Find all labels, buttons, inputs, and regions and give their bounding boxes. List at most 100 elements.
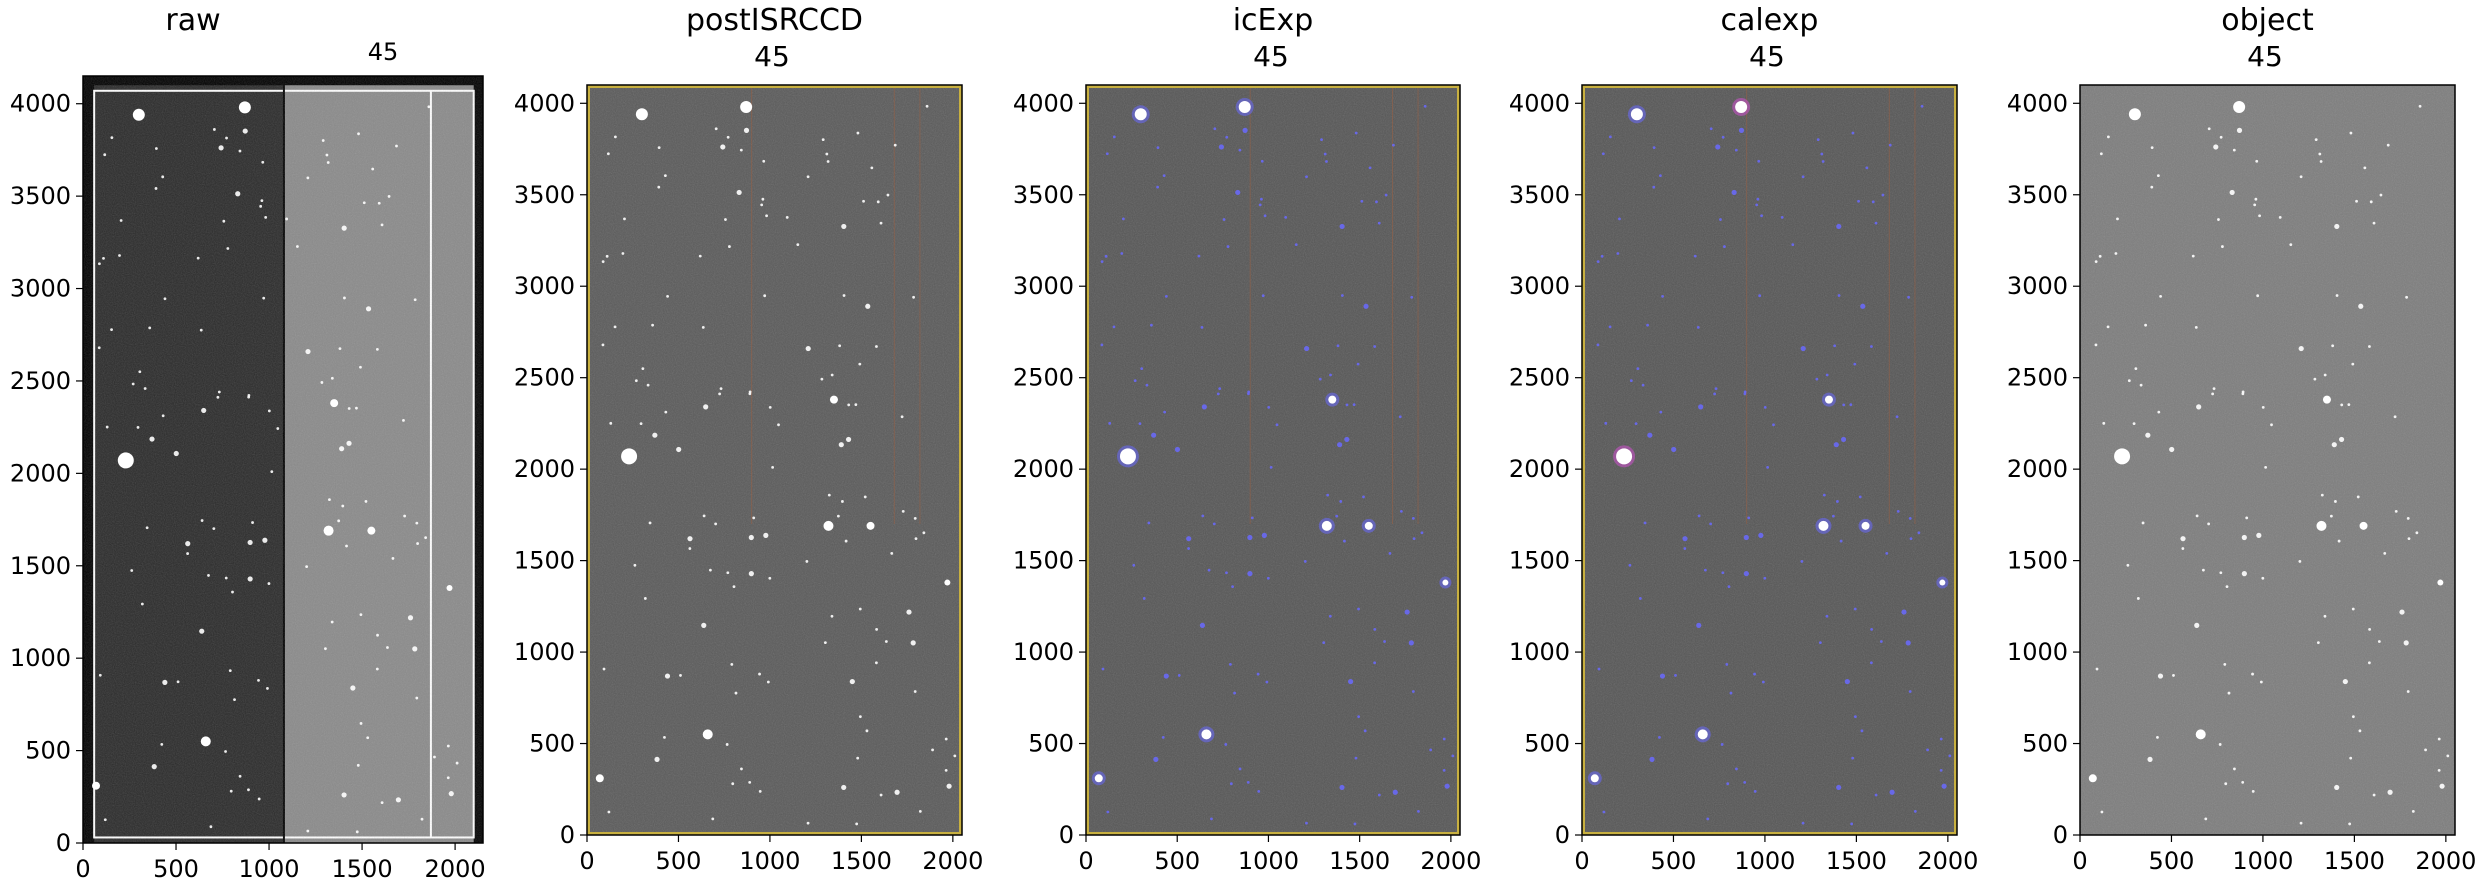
- star: [1235, 189, 1241, 196]
- panel-title: icExp: [1233, 3, 1314, 38]
- star: [1870, 627, 1874, 631]
- star: [2335, 294, 2339, 297]
- star: [766, 680, 770, 684]
- star: [1411, 516, 1415, 520]
- bright-star: [2233, 100, 2246, 113]
- star: [387, 195, 391, 198]
- star: [849, 678, 855, 685]
- star: [701, 622, 707, 628]
- star: [2259, 680, 2263, 684]
- star: [262, 296, 266, 300]
- star: [2157, 673, 2164, 679]
- star: [296, 245, 299, 248]
- star: [2424, 748, 2427, 752]
- star: [901, 509, 905, 513]
- star: [1629, 379, 1633, 383]
- star: [1328, 614, 1332, 618]
- star: [391, 557, 395, 560]
- star: [953, 754, 957, 758]
- star: [820, 377, 824, 381]
- star: [1156, 146, 1160, 150]
- star: [416, 542, 419, 545]
- star: [201, 407, 207, 414]
- x-tick-label: 1500: [1329, 847, 1390, 875]
- star: [217, 390, 221, 394]
- star: [238, 149, 242, 153]
- star: [2204, 817, 2208, 821]
- star: [740, 767, 743, 771]
- star: [161, 175, 165, 179]
- star: [876, 200, 880, 204]
- star: [758, 789, 762, 793]
- star: [371, 167, 375, 171]
- star: [701, 325, 705, 329]
- star: [894, 789, 900, 795]
- star: [345, 544, 348, 548]
- y-tick-label: 3500: [514, 181, 575, 209]
- star: [356, 763, 360, 767]
- star: [1833, 344, 1837, 348]
- star: [1275, 423, 1279, 427]
- star: [1399, 509, 1403, 513]
- star: [1153, 756, 1159, 762]
- star: [1100, 343, 1104, 347]
- star: [796, 243, 800, 247]
- star: [643, 597, 647, 600]
- bright-star: [2128, 108, 2141, 121]
- star: [702, 514, 706, 518]
- star: [2218, 743, 2222, 746]
- star: [330, 376, 334, 380]
- bright-star: [1824, 395, 1833, 404]
- star: [1133, 379, 1137, 383]
- star: [266, 687, 269, 690]
- star: [1604, 421, 1608, 425]
- star: [2106, 325, 2110, 329]
- star: [1800, 560, 1804, 563]
- star: [865, 729, 869, 733]
- star: [1238, 148, 1242, 152]
- star: [1753, 789, 1757, 793]
- edge-mask: [1086, 85, 1460, 835]
- star: [247, 576, 253, 582]
- star: [2261, 576, 2265, 580]
- star: [910, 640, 916, 646]
- y-tick-label: 3500: [1509, 181, 1570, 209]
- star: [160, 742, 164, 746]
- star: [763, 294, 767, 298]
- star: [1801, 821, 1805, 825]
- star: [1658, 736, 1661, 739]
- star: [855, 822, 859, 826]
- star: [2394, 509, 2398, 513]
- star: [1853, 607, 1857, 611]
- star: [1121, 217, 1125, 221]
- star: [1895, 415, 1899, 419]
- y-tick-label: 3000: [514, 272, 575, 300]
- star: [1256, 672, 1260, 676]
- star: [838, 344, 842, 348]
- star: [1305, 175, 1308, 179]
- star: [1423, 104, 1427, 108]
- star: [1263, 214, 1267, 218]
- star: [1926, 748, 1929, 752]
- star: [601, 260, 605, 264]
- star: [1939, 768, 1943, 772]
- star: [2251, 789, 2255, 793]
- star: [1258, 203, 1262, 207]
- y-tick-label: 500: [25, 737, 71, 765]
- y-tick-label: 0: [560, 821, 575, 849]
- star: [728, 245, 731, 248]
- star: [714, 522, 718, 526]
- star: [2253, 203, 2257, 207]
- star: [906, 609, 912, 615]
- star: [2195, 514, 2199, 518]
- star: [739, 148, 743, 152]
- star: [2211, 392, 2215, 396]
- star: [858, 362, 862, 366]
- star: [1222, 218, 1226, 221]
- star: [433, 755, 436, 759]
- star: [2258, 214, 2261, 218]
- star: [679, 674, 682, 677]
- star: [2323, 614, 2327, 618]
- star: [226, 247, 230, 250]
